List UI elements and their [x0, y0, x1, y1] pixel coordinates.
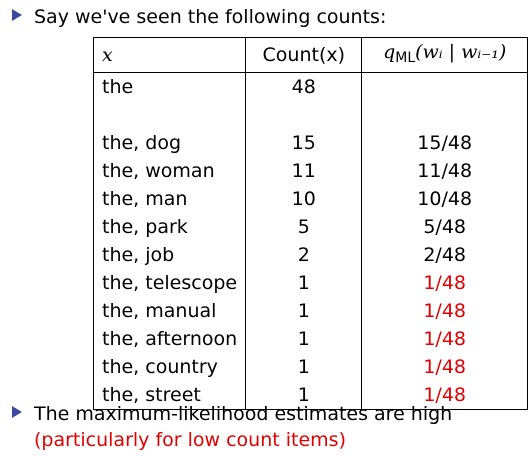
table-row: the, manual 1 1/48	[92, 297, 528, 325]
table-row: the, park 5 5/48	[92, 213, 528, 241]
q-ml-cell: 1/48	[361, 269, 528, 297]
q-ml-cell: 1/48	[361, 325, 528, 353]
conclusion-bullet: The maximum-likelihood estimates are hig…	[12, 403, 452, 451]
table-row: the, country 1 1/48	[92, 353, 528, 381]
count-cell: 1	[245, 269, 363, 297]
table-row: the 48	[92, 72, 528, 101]
triangle-bullet-icon	[12, 9, 22, 21]
x-cell: the, manual	[92, 297, 247, 325]
table-header-row: x Count(x) qML(wᵢ | wᵢ₋₁)	[92, 37, 528, 73]
header-count: Count(x)	[245, 37, 363, 73]
conclusion-line-2: (particularly for low count items)	[12, 429, 452, 451]
x-cell: the, country	[92, 353, 247, 381]
table-body: the 48 the, dog 15 15/48 the, woman 11 11/48 the…	[92, 72, 528, 410]
conclusion-highlight: particularly for low count items	[41, 429, 339, 451]
table-row: the, man 10 10/48	[92, 185, 528, 213]
conclusion-open-paren: (	[34, 429, 42, 451]
header-count-label: Count(x)	[262, 44, 346, 66]
conclusion-text: The maximum-likelihood estimates are hig…	[34, 403, 453, 425]
x-cell: the, afternoon	[92, 325, 247, 353]
q-ml-cell: 1/48	[361, 353, 528, 381]
table-row: the, job 2 2/48	[92, 241, 528, 269]
count-cell	[245, 101, 363, 129]
x-cell: the, telescope	[92, 269, 247, 297]
q-ml-cell: 15/48	[361, 129, 528, 157]
header-x: x	[92, 37, 247, 73]
table-row: the, dog 15 15/48	[92, 129, 528, 157]
count-cell: 1	[245, 297, 363, 325]
x-cell	[92, 101, 247, 129]
count-cell: 15	[245, 129, 363, 157]
q-ml-cell: 1/48	[361, 297, 528, 325]
header-q-subscript: ML	[395, 50, 416, 66]
header-q-symbol: q	[383, 41, 396, 63]
q-ml-cell	[361, 101, 528, 129]
count-cell: 1	[245, 381, 363, 410]
count-cell: 5	[245, 213, 363, 241]
q-ml-cell: 5/48	[361, 213, 528, 241]
intro-text: Say we've seen the following counts:	[34, 6, 387, 28]
x-cell: the, job	[92, 241, 247, 269]
count-cell: 10	[245, 185, 363, 213]
count-cell: 11	[245, 157, 363, 185]
triangle-bullet-icon	[12, 406, 22, 418]
table-row	[92, 101, 528, 129]
count-cell: 1	[245, 325, 363, 353]
count-cell: 2	[245, 241, 363, 269]
q-ml-cell: 1/48	[361, 381, 528, 410]
count-cell: 1	[245, 353, 363, 381]
q-ml-cell	[361, 72, 528, 101]
table-row: the, afternoon 1 1/48	[92, 325, 528, 353]
q-ml-cell: 10/48	[361, 185, 528, 213]
intro-bullet: Say we've seen the following counts:	[12, 6, 386, 28]
conclusion-close-paren: )	[338, 429, 346, 451]
x-cell: the, man	[92, 185, 247, 213]
x-cell: the, park	[92, 213, 247, 241]
header-q-args: (wᵢ | wᵢ₋₁)	[415, 41, 507, 63]
x-cell: the, street	[92, 381, 247, 410]
x-cell: the, woman	[92, 157, 247, 185]
x-cell: the	[92, 72, 247, 101]
q-ml-cell: 11/48	[361, 157, 528, 185]
table-row: the, woman 11 11/48	[92, 157, 528, 185]
count-cell: 48	[245, 72, 363, 101]
table-row: the, street 1 1/48	[92, 381, 528, 410]
counts-table: x Count(x) qML(wᵢ | wᵢ₋₁) the 48 the, dog 1…	[92, 37, 528, 410]
q-ml-cell: 2/48	[361, 241, 528, 269]
table-row: the, telescope 1 1/48	[92, 269, 528, 297]
x-cell: the, dog	[92, 129, 247, 157]
header-q-ml: qML(wᵢ | wᵢ₋₁)	[361, 37, 528, 73]
